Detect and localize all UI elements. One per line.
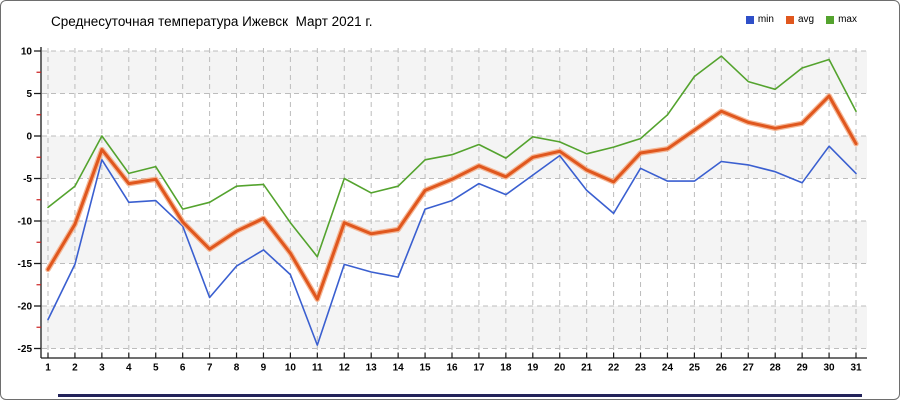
series-line-avg [46,94,858,301]
x-tick-label: 15 [420,363,432,374]
plot-band [42,306,867,349]
x-tick-label: 6 [180,363,186,374]
x-tick-label: 13 [366,363,378,374]
legend-label: avg [797,14,815,25]
x-tick-label: 27 [743,363,755,374]
plot-band [42,136,867,179]
x-tick-label: 25 [689,363,701,374]
x-tick-label: 14 [393,363,405,374]
y-tick-label: -10 [18,217,33,228]
x-tick-label: 29 [797,363,809,374]
x-tick-label: 21 [581,363,593,374]
y-tick-label: -20 [18,302,33,313]
series-line-max [47,55,857,258]
x-tick-label: 3 [99,363,105,374]
y-tick-label: 5 [26,89,32,100]
x-tick-label: 5 [153,363,159,374]
x-tick-label: 28 [770,363,782,374]
x-tick-label: 20 [554,363,566,374]
y-tick-label: -5 [23,174,32,185]
x-tick-label: 1 [45,363,51,374]
x-tick-label: 19 [527,363,539,374]
legend-item-avg: avg [785,14,815,25]
x-tick-label: 23 [635,363,647,374]
x-tick-label: 30 [824,363,836,374]
x-tick-label: 22 [608,363,620,374]
plot-band [42,51,867,94]
y-tick-label: 0 [26,132,32,143]
legend-swatch-max [826,16,835,24]
legend-item-max: max [826,15,857,25]
x-tick-label: 24 [662,363,674,374]
bottom-bar [58,394,862,397]
legend: min avg max [745,14,857,25]
x-tick-label: 18 [500,363,512,374]
legend-label: max [838,14,857,25]
x-tick-label: 10 [285,363,297,374]
x-tick-label: 4 [126,363,132,374]
y-tick-label: -25 [18,344,33,355]
plot-band [42,221,867,264]
legend-swatch-avg [785,16,794,24]
x-tick-label: 12 [339,363,351,374]
x-tick-label: 8 [234,363,240,374]
y-tick-label: 10 [21,47,33,58]
x-tick-label: 17 [473,363,485,374]
y-tick-label: -15 [18,259,33,270]
series-line-min [47,145,857,346]
chart-title: Среднесуточная температура Ижевск Март 2… [51,14,373,29]
legend-swatch-min [745,16,754,24]
x-tick-label: 9 [261,363,267,374]
legend-label: min [757,14,774,25]
x-tick-label: 7 [207,363,213,374]
x-tick-label: 16 [446,363,458,374]
x-tick-label: 11 [312,363,323,374]
x-tick-label: 31 [850,363,862,374]
x-tick-label: 2 [72,363,78,374]
x-tick-label: 26 [716,363,728,374]
legend-item-min: min [745,14,774,25]
